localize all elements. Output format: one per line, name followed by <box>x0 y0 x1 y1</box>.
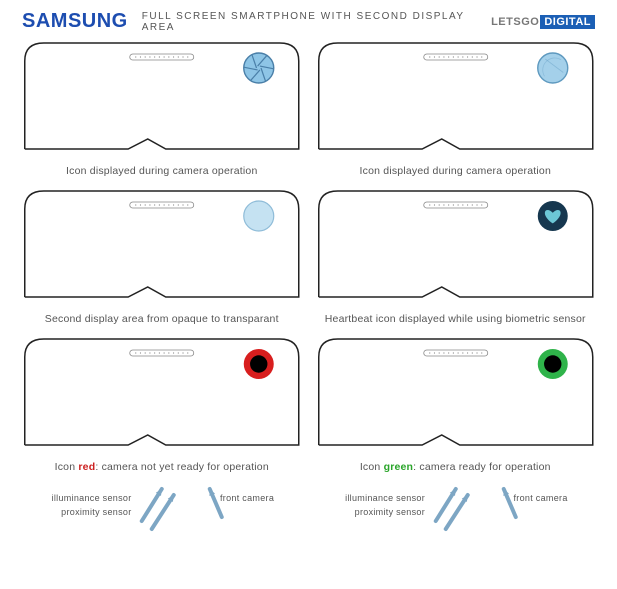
caption-color-word: green <box>384 461 414 473</box>
phone-diagram <box>20 335 304 455</box>
proximity-label: proximity sensor <box>61 507 131 517</box>
caption-post: : camera ready for operation <box>413 461 551 473</box>
caption-color-word: red <box>78 461 95 473</box>
phone-cell: Icon displayed during camera operation <box>20 39 304 185</box>
source-gray: LETSGO <box>491 16 539 28</box>
caption-post: : camera not yet ready for operation <box>95 461 269 473</box>
illuminance-label: illuminance sensor <box>345 493 425 503</box>
phone-caption: Icon displayed during camera operation <box>20 159 304 185</box>
front-camera-label: front camera <box>514 493 568 503</box>
sensor-block: illuminance sensor proximity sensor fron… <box>314 481 598 536</box>
phone-cell: Second display area from opaque to trans… <box>20 187 304 333</box>
phone-caption: Heartbeat icon displayed while using bio… <box>314 307 598 333</box>
phone-diagram <box>314 335 598 455</box>
phone-cell: Icon displayed during camera operation <box>314 39 598 185</box>
phone-caption: Icon green: camera ready for operation <box>314 455 598 481</box>
source-box: DIGITAL <box>540 15 595 29</box>
phone-diagram <box>314 187 598 307</box>
phone-cell: Heartbeat icon displayed while using bio… <box>314 187 598 333</box>
phone-caption: Icon displayed during camera operation <box>314 159 598 185</box>
caption-pre: Icon <box>55 461 79 473</box>
caption-pre: Icon <box>360 461 384 473</box>
source-logo: LETSGO DIGITAL <box>491 15 595 29</box>
proximity-label: proximity sensor <box>355 507 425 517</box>
phone-diagram <box>20 187 304 307</box>
phone-diagram <box>20 39 304 159</box>
illuminance-label: illuminance sensor <box>52 493 132 503</box>
sensor-block: illuminance sensor proximity sensor fron… <box>20 481 304 536</box>
page-title: FULL SCREEN SMARTPHONE WITH SECOND DISPL… <box>142 11 477 33</box>
phone-caption: Icon red: camera not yet ready for opera… <box>20 455 304 481</box>
phone-diagram <box>314 39 598 159</box>
front-camera-label: front camera <box>220 493 274 503</box>
phone-caption: Second display area from opaque to trans… <box>20 307 304 333</box>
phone-cell: Icon red: camera not yet ready for opera… <box>20 335 304 481</box>
phone-cell: Icon green: camera ready for operation <box>314 335 598 481</box>
diagram-grid: Icon displayed during camera operation I… <box>0 39 617 481</box>
samsung-logo: SAMSUNG <box>22 10 128 33</box>
sensor-row: illuminance sensor proximity sensor fron… <box>0 481 617 536</box>
